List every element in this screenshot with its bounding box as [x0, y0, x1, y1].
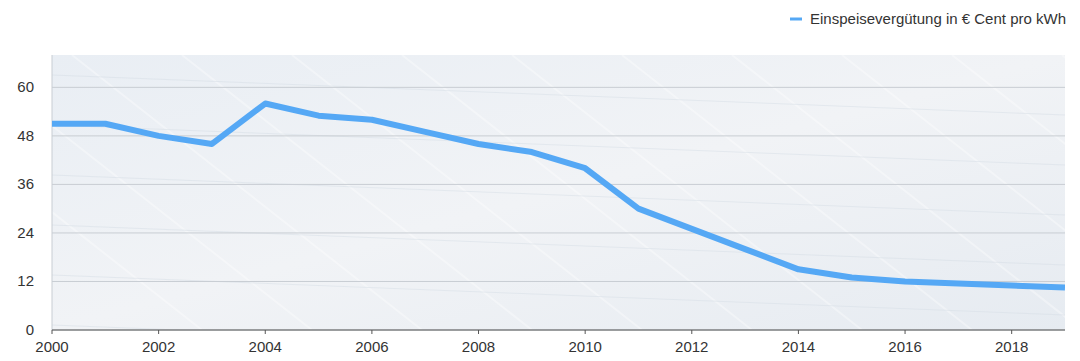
x-tick-label: 2000: [35, 338, 68, 355]
series-line: [52, 104, 1065, 288]
x-tick-label: 2016: [888, 338, 921, 355]
panel-line: [402, 55, 752, 330]
legend-label: Einspeisevergütung in € Cent pro kWh: [810, 10, 1066, 27]
x-tick: [905, 330, 906, 334]
panel-line: [52, 225, 1065, 265]
y-axis-line: [52, 55, 53, 330]
x-tick: [1011, 330, 1012, 334]
panel-line: [52, 175, 1065, 215]
y-tick-label: 60: [17, 78, 34, 95]
panel-line: [72, 55, 422, 330]
grid-line: [52, 135, 1065, 136]
x-axis-line: [52, 330, 1065, 331]
x-tick: [691, 330, 692, 334]
panel-line: [182, 55, 532, 330]
panel-line: [732, 55, 1065, 330]
y-tick-label: 24: [17, 224, 34, 241]
panel-line: [52, 55, 312, 330]
grid-line: [52, 184, 1065, 185]
panel-line: [52, 325, 1065, 330]
plot-background: [52, 55, 1065, 330]
x-tick: [52, 330, 53, 334]
x-tick: [478, 330, 479, 334]
chart-svg: 0 12 24 36 48 60 2000 2002 2004 2006 2008 2010 2012 2…: [0, 0, 1080, 361]
grid-line: [52, 87, 1065, 88]
x-tick: [371, 330, 372, 334]
x-tick-label: 2018: [995, 338, 1028, 355]
x-tick-label: 2002: [142, 338, 175, 355]
chart-container: 0 12 24 36 48 60 2000 2002 2004 2006 2008 2010 2012 2…: [0, 0, 1080, 361]
x-tick-label: 2012: [675, 338, 708, 355]
grid-line: [52, 330, 1065, 331]
x-tick: [585, 330, 586, 334]
panel-line: [512, 55, 862, 330]
x-tick-label: 2014: [782, 338, 815, 355]
legend: Einspeisevergütung in € Cent pro kWh: [790, 10, 1066, 27]
background-decoration: [52, 55, 1065, 330]
panel-line: [622, 55, 972, 330]
y-tick-label: 0: [26, 321, 34, 338]
plot-area: [52, 104, 1065, 288]
legend-swatch: [790, 18, 802, 21]
y-tick-label: 36: [17, 175, 34, 192]
x-tick-label: 2010: [568, 338, 601, 355]
y-tick-label: 48: [17, 127, 34, 144]
x-tick-label: 2004: [249, 338, 282, 355]
x-tick-label: 2008: [462, 338, 495, 355]
panel-line: [52, 55, 202, 330]
x-tick: [265, 330, 266, 334]
x-tick: [158, 330, 159, 334]
x-tick: [798, 330, 799, 334]
x-tick-label: 2006: [355, 338, 388, 355]
y-tick-label: 12: [17, 272, 34, 289]
panel-line: [52, 75, 1065, 115]
grid-line: [52, 232, 1065, 233]
